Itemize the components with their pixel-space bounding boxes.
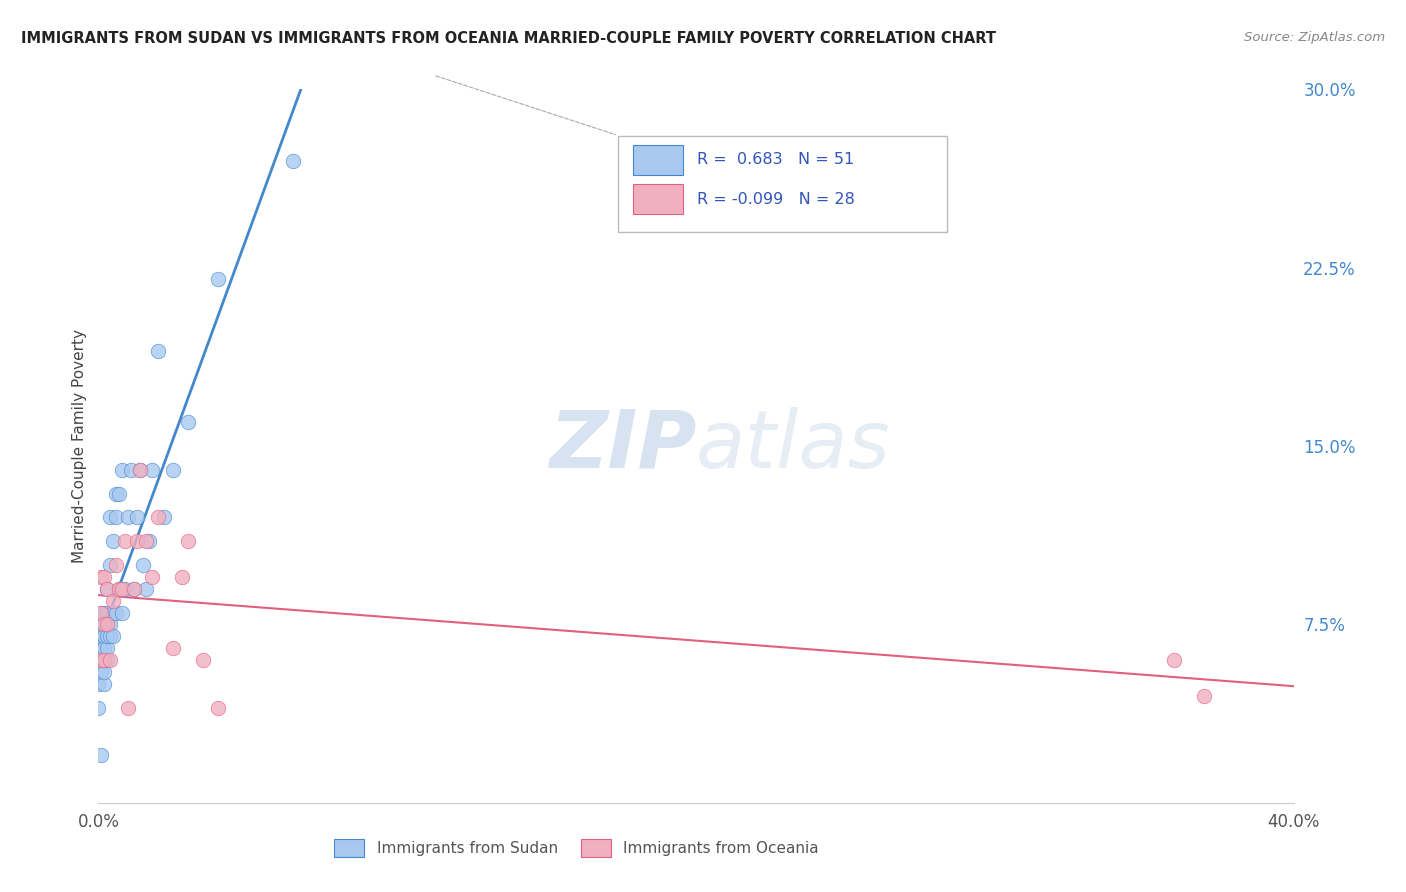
Point: [96, 629, 118, 643]
Point: [177, 534, 200, 549]
Point: [1192, 689, 1215, 703]
FancyBboxPatch shape: [619, 136, 948, 232]
Point: [108, 582, 131, 596]
Point: [105, 510, 128, 524]
Text: atlas: atlas: [696, 407, 891, 485]
Text: ZIP: ZIP: [548, 407, 696, 485]
Point: [117, 510, 139, 524]
Point: [90, 629, 112, 643]
Point: [117, 700, 139, 714]
Text: IMMIGRANTS FROM SUDAN VS IMMIGRANTS FROM OCEANIA MARRIED-COUPLE FAMILY POVERTY C: IMMIGRANTS FROM SUDAN VS IMMIGRANTS FROM…: [21, 31, 995, 46]
Point: [96, 641, 118, 656]
Point: [114, 582, 136, 596]
Point: [93, 570, 115, 584]
Point: [148, 343, 170, 358]
Point: [120, 463, 142, 477]
Point: [129, 463, 152, 477]
Point: [1163, 653, 1185, 667]
Point: [93, 617, 115, 632]
Point: [90, 653, 112, 667]
Point: [138, 534, 160, 549]
Point: [103, 606, 125, 620]
Y-axis label: Married-Couple Family Poverty: Married-Couple Family Poverty: [72, 329, 87, 563]
FancyBboxPatch shape: [633, 184, 683, 214]
Point: [87, 677, 110, 691]
Point: [153, 510, 176, 524]
FancyBboxPatch shape: [633, 145, 683, 175]
Point: [127, 510, 149, 524]
Point: [105, 558, 128, 572]
Point: [93, 653, 115, 667]
Point: [103, 534, 125, 549]
Point: [135, 582, 157, 596]
Point: [111, 582, 134, 596]
Point: [98, 510, 122, 524]
Point: [93, 653, 115, 667]
Point: [90, 653, 112, 667]
Point: [98, 629, 122, 643]
Point: [132, 558, 155, 572]
Point: [172, 570, 194, 584]
Point: [93, 677, 115, 691]
Point: [207, 700, 229, 714]
Point: [124, 582, 146, 596]
Point: [93, 641, 115, 656]
Point: [93, 629, 115, 643]
Point: [98, 653, 122, 667]
Point: [90, 617, 112, 632]
Point: [93, 665, 115, 679]
Point: [108, 582, 131, 596]
Point: [90, 748, 112, 763]
Point: [90, 641, 112, 656]
Point: [281, 153, 304, 168]
Point: [98, 558, 122, 572]
Point: [191, 653, 214, 667]
Point: [103, 593, 125, 607]
Point: [108, 486, 131, 500]
Point: [111, 463, 134, 477]
Point: [96, 582, 118, 596]
Point: [162, 641, 184, 656]
Point: [93, 617, 115, 632]
Point: [87, 700, 110, 714]
Point: [141, 463, 163, 477]
Point: [96, 617, 118, 632]
Text: R =  0.683   N = 51: R = 0.683 N = 51: [697, 153, 855, 168]
Point: [148, 510, 170, 524]
Point: [105, 486, 128, 500]
Point: [135, 534, 157, 549]
Point: [90, 665, 112, 679]
Text: Source: ZipAtlas.com: Source: ZipAtlas.com: [1244, 31, 1385, 45]
Point: [90, 570, 112, 584]
Point: [90, 606, 112, 620]
Point: [177, 415, 200, 429]
Point: [127, 534, 149, 549]
Legend: Immigrants from Sudan, Immigrants from Oceania: Immigrants from Sudan, Immigrants from O…: [328, 833, 825, 863]
Point: [93, 606, 115, 620]
Text: R = -0.099   N = 28: R = -0.099 N = 28: [697, 192, 855, 207]
Point: [124, 582, 146, 596]
Point: [114, 534, 136, 549]
Point: [96, 606, 118, 620]
Point: [105, 606, 128, 620]
Point: [129, 463, 152, 477]
Point: [162, 463, 184, 477]
Point: [90, 606, 112, 620]
Point: [207, 272, 229, 286]
Point: [96, 653, 118, 667]
Point: [98, 617, 122, 632]
Point: [103, 629, 125, 643]
Point: [111, 606, 134, 620]
Point: [141, 570, 163, 584]
Point: [96, 582, 118, 596]
